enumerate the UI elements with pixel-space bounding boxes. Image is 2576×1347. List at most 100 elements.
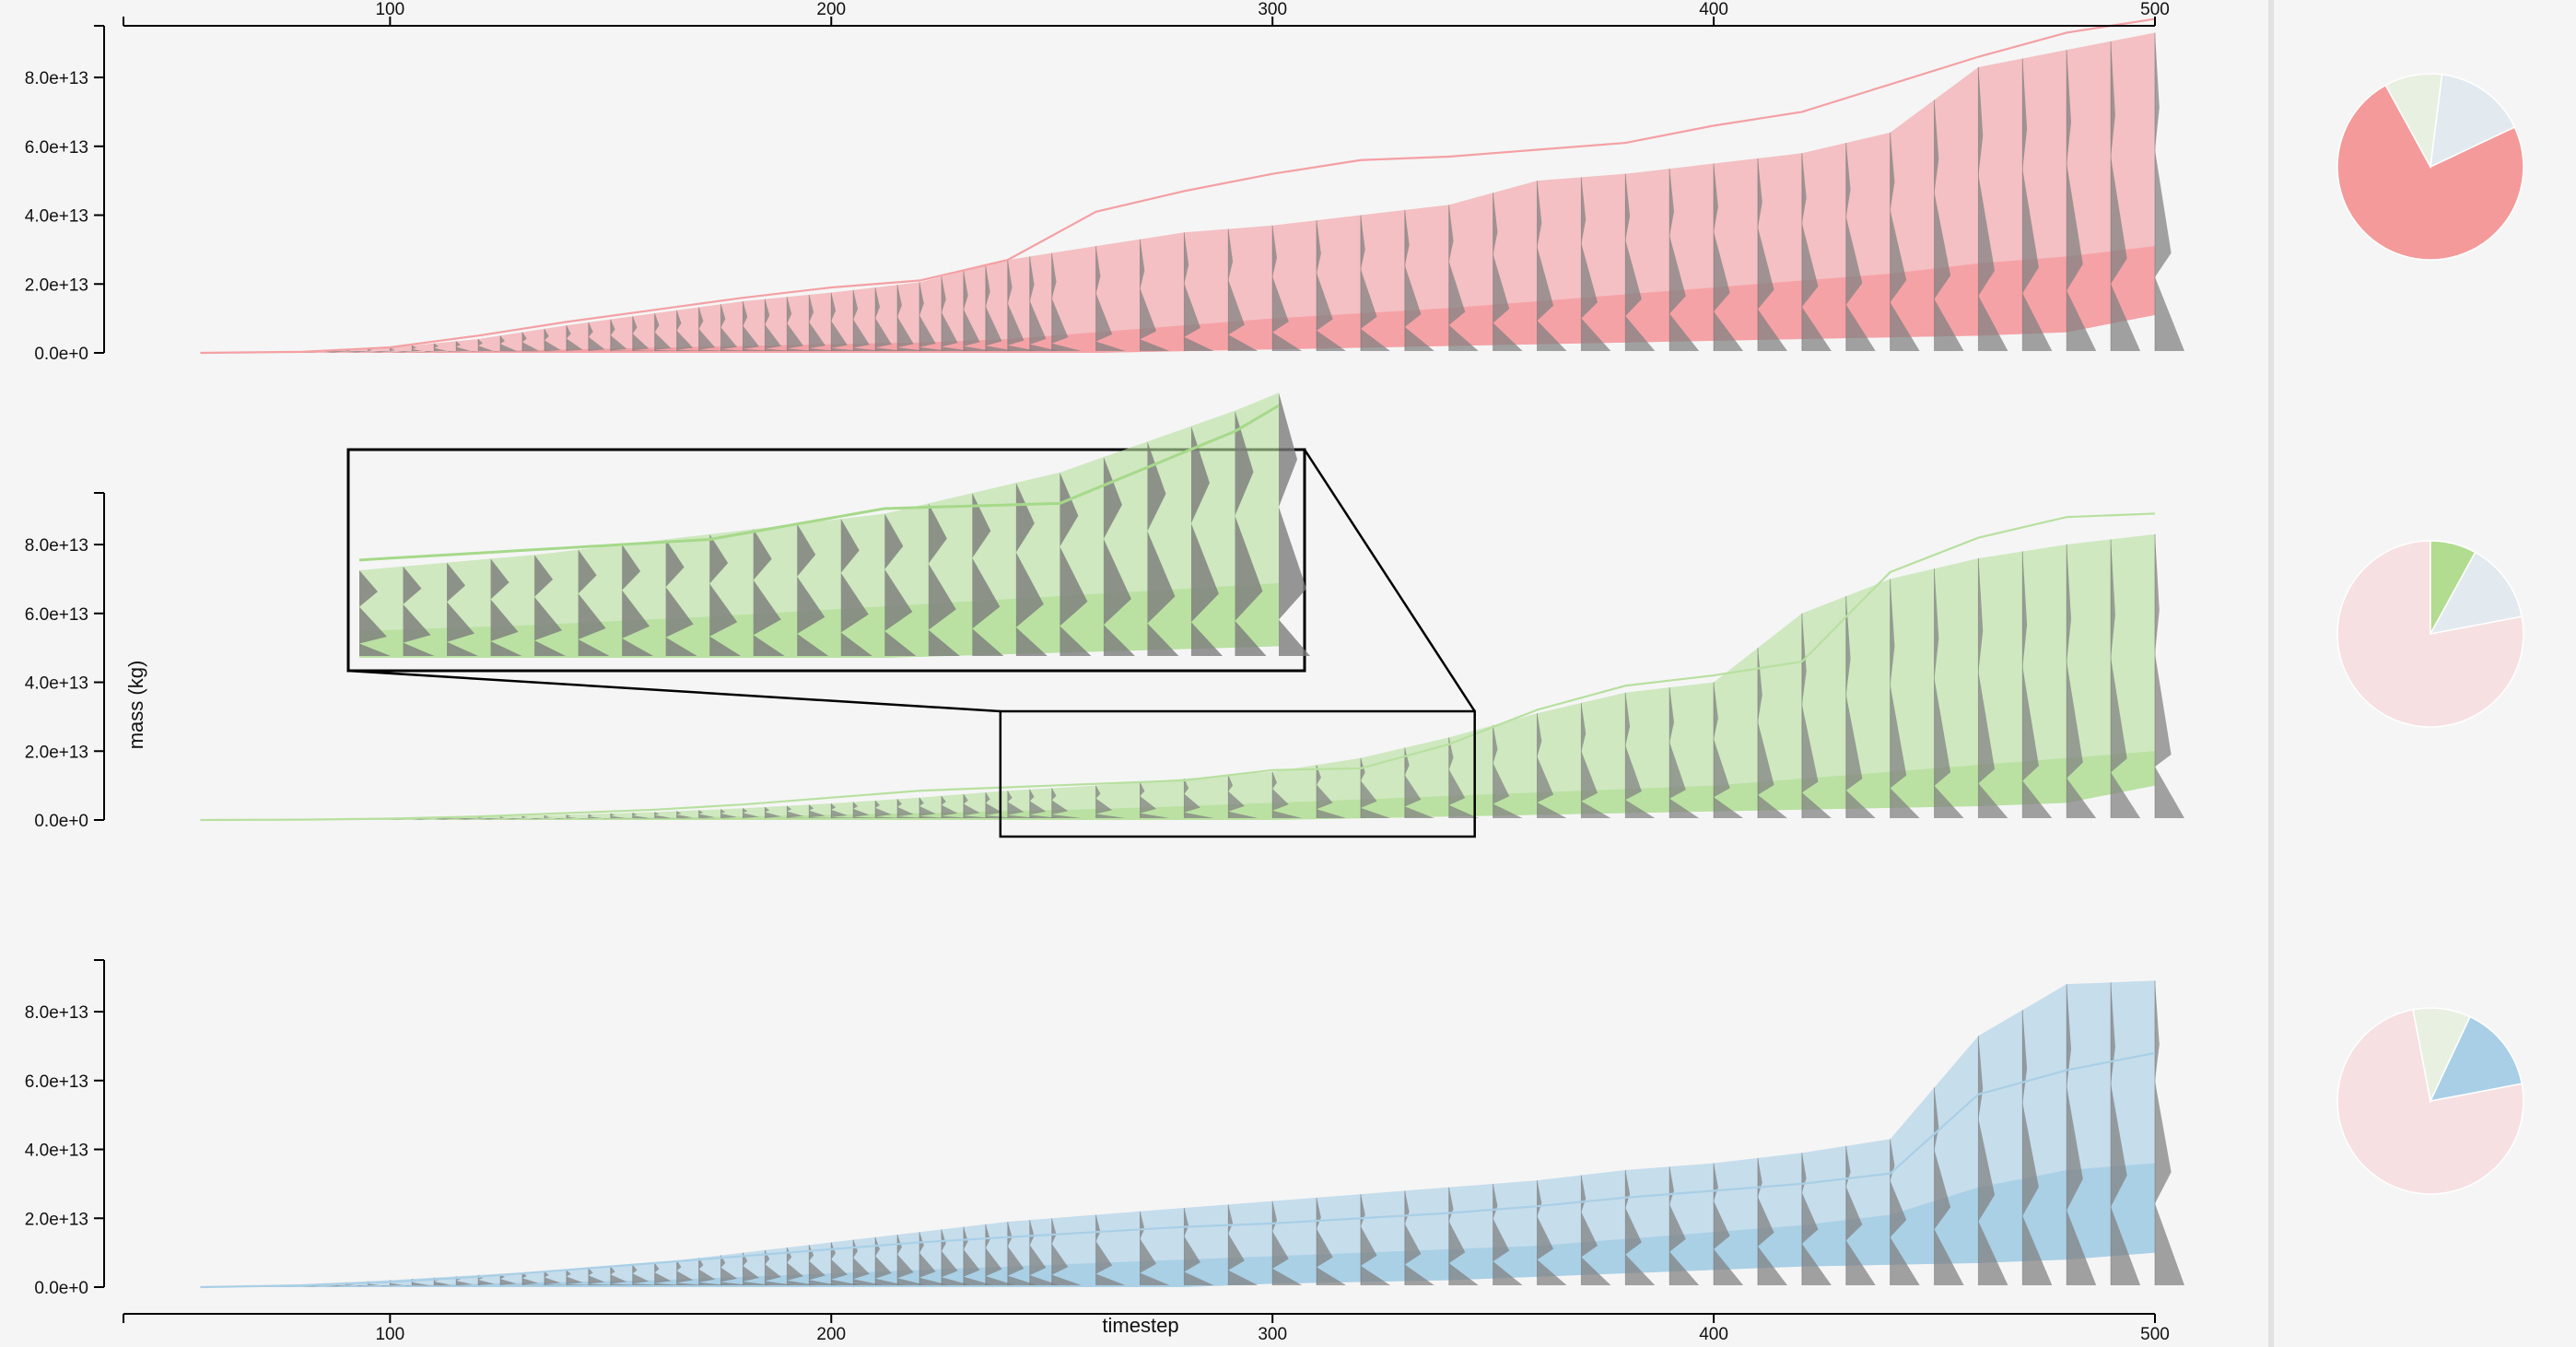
timestep-glyph	[765, 1249, 795, 1285]
timestep-glyph	[1714, 163, 1744, 351]
timestep-glyph	[875, 287, 906, 351]
zoom-layer	[346, 392, 1476, 838]
distribution-glyphs	[301, 32, 2184, 353]
timestep-glyph	[1404, 747, 1434, 818]
timestep-glyph	[809, 294, 839, 351]
inset-glyph	[622, 545, 654, 656]
pie-slice	[2429, 551, 2523, 636]
timestep-glyph	[1360, 215, 1390, 351]
timestep-glyph	[875, 800, 906, 818]
panel-3	[200, 980, 2184, 1289]
y-tick-label: 2.0e+13	[25, 743, 88, 762]
y-tick-label: 8.0e+13	[25, 1003, 88, 1023]
timestep-glyph	[2111, 41, 2141, 351]
timestep-glyph	[985, 265, 1015, 351]
timestep-glyph	[1360, 757, 1390, 818]
timestep-glyph	[897, 285, 928, 351]
x-tick-label: 300	[1258, 1325, 1287, 1344]
timestep-glyph	[765, 299, 795, 351]
timestep-glyph	[1317, 765, 1347, 818]
x-tick-label: 100	[375, 1325, 404, 1344]
timestep-glyph	[720, 304, 751, 351]
total-mass-line	[200, 18, 2156, 355]
pies-layer	[2336, 73, 2524, 1195]
timestep-glyph	[610, 1266, 640, 1285]
x-axis-bottom: 100 200 300 400 500	[123, 1313, 2170, 1344]
timestep-glyph	[897, 799, 928, 818]
timestep-glyph	[434, 1277, 464, 1286]
timestep-glyph	[566, 814, 596, 820]
timestep-glyph	[1228, 228, 1259, 351]
timestep-glyph	[1934, 1087, 1964, 1285]
inset-glyph	[840, 519, 872, 656]
timestep-glyph	[720, 1255, 751, 1285]
timestep-glyph	[2022, 551, 2053, 818]
x-axis-label: timestep	[1102, 1314, 1178, 1337]
zoom-connector-left	[347, 669, 1001, 713]
y-tick-label: 4.0e+13	[25, 207, 88, 227]
y-axis-panel-1: 0.0e+0 2.0e+13 4.0e+13 6.0e+13 8.0e+13	[25, 25, 105, 364]
timestep-glyph	[2155, 980, 2184, 1285]
timestep-glyph	[1404, 209, 1434, 351]
panel-divider	[2268, 0, 2274, 1347]
timestep-glyph	[368, 1281, 398, 1287]
pie-slice	[2430, 73, 2516, 169]
timestep-glyph	[809, 804, 839, 818]
timestep-glyph	[853, 1239, 884, 1285]
timestep-glyph	[345, 1282, 376, 1287]
timestep-glyph	[1140, 781, 1170, 818]
timestep-glyph	[963, 793, 993, 818]
timestep-glyph	[985, 1224, 1015, 1285]
timestep-glyph	[390, 1280, 420, 1286]
timestep-glyph	[500, 1273, 531, 1285]
y-tick-label: 6.0e+13	[25, 605, 88, 625]
inner-band-area	[200, 1163, 2155, 1287]
timestep-glyph	[1448, 205, 1479, 351]
inset-glyph	[884, 513, 917, 656]
panel-2	[200, 512, 2184, 822]
timestep-glyph	[1845, 1145, 1876, 1285]
inset-outer-band	[359, 392, 1279, 658]
timestep-glyph	[1140, 239, 1170, 351]
timestep-glyph	[1272, 225, 1303, 351]
timestep-glyph	[522, 332, 553, 352]
y-tick-label: 4.0e+13	[25, 674, 88, 694]
timestep-glyph	[632, 1264, 662, 1285]
timestep-glyph	[478, 1274, 509, 1285]
timestep-glyph	[1029, 256, 1060, 351]
timestep-glyph	[1801, 1153, 1832, 1285]
timestep-glyph	[897, 1235, 928, 1285]
timestep-glyph	[1934, 568, 1964, 818]
timestep-glyph	[654, 812, 685, 819]
total-mass-line	[200, 512, 2156, 822]
pie-slice	[2336, 84, 2524, 261]
timestep-glyph	[566, 1270, 596, 1285]
timestep-glyph	[456, 341, 486, 353]
timestep-glyph	[809, 1245, 839, 1285]
timestep-glyph	[2111, 982, 2141, 1285]
timestep-glyph	[1228, 775, 1259, 818]
timestep-glyph	[1228, 1204, 1259, 1285]
timestep-glyph	[1757, 1157, 1787, 1285]
y-tick-label: 0.0e+0	[34, 1279, 88, 1298]
timestep-glyph	[1669, 1166, 1700, 1285]
y-tick-label: 2.0e+13	[25, 1210, 88, 1229]
timestep-glyph	[2111, 539, 2141, 818]
timestep-glyph	[2022, 58, 2053, 351]
distribution-glyphs	[257, 980, 2184, 1287]
timestep-glyph	[632, 813, 662, 819]
timestep-glyph	[412, 1279, 442, 1286]
timestep-glyph	[676, 1260, 707, 1285]
timestep-glyph	[1978, 558, 2008, 818]
panels-layer	[200, 18, 2184, 1289]
timestep-glyph	[985, 792, 1015, 818]
inset-glyph	[490, 558, 522, 656]
inset-glyph	[1190, 426, 1223, 656]
inset-inner-band	[359, 582, 1279, 658]
inset-glyph	[578, 549, 610, 656]
timestep-glyph	[1007, 1222, 1037, 1285]
composition-pie-1	[2336, 73, 2524, 261]
timestep-glyph	[2067, 545, 2097, 818]
timestep-glyph	[941, 795, 971, 818]
